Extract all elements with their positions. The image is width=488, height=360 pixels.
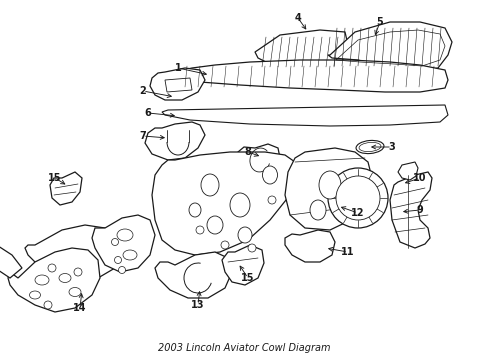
Text: 5: 5 xyxy=(376,17,383,27)
Text: 15: 15 xyxy=(241,273,254,283)
Circle shape xyxy=(196,226,203,234)
Text: 2: 2 xyxy=(140,86,146,96)
Ellipse shape xyxy=(201,174,219,196)
Polygon shape xyxy=(0,242,22,278)
Circle shape xyxy=(48,264,56,272)
Text: 13: 13 xyxy=(191,300,204,310)
Text: 2003 Lincoln Aviator Cowl Diagram: 2003 Lincoln Aviator Cowl Diagram xyxy=(158,343,329,353)
Text: 4: 4 xyxy=(294,13,301,23)
Circle shape xyxy=(114,256,121,264)
Polygon shape xyxy=(172,60,447,92)
Polygon shape xyxy=(150,68,204,100)
Polygon shape xyxy=(152,152,297,255)
Polygon shape xyxy=(145,122,204,160)
Polygon shape xyxy=(92,215,155,272)
Text: 9: 9 xyxy=(416,205,423,215)
Polygon shape xyxy=(238,144,280,175)
Text: 14: 14 xyxy=(73,303,86,313)
Ellipse shape xyxy=(29,291,41,299)
Circle shape xyxy=(74,268,82,276)
Circle shape xyxy=(247,244,256,252)
Polygon shape xyxy=(222,245,264,285)
Circle shape xyxy=(327,168,387,228)
Ellipse shape xyxy=(117,229,133,241)
Polygon shape xyxy=(285,148,371,230)
Circle shape xyxy=(267,196,275,204)
Ellipse shape xyxy=(355,140,383,154)
Text: 7: 7 xyxy=(140,131,146,141)
Ellipse shape xyxy=(229,193,249,217)
Ellipse shape xyxy=(123,250,137,260)
Ellipse shape xyxy=(59,274,71,283)
Text: 3: 3 xyxy=(388,142,395,152)
Polygon shape xyxy=(155,252,231,298)
Circle shape xyxy=(44,301,52,309)
Polygon shape xyxy=(389,172,431,248)
Polygon shape xyxy=(397,162,417,180)
Ellipse shape xyxy=(309,200,325,220)
Ellipse shape xyxy=(69,288,81,297)
Ellipse shape xyxy=(262,166,277,184)
Ellipse shape xyxy=(189,203,201,217)
Ellipse shape xyxy=(358,143,380,152)
Text: 10: 10 xyxy=(412,173,426,183)
Text: 15: 15 xyxy=(48,173,61,183)
Ellipse shape xyxy=(206,216,223,234)
Circle shape xyxy=(111,238,118,246)
Text: 6: 6 xyxy=(144,108,151,118)
Polygon shape xyxy=(25,225,120,282)
Polygon shape xyxy=(8,248,100,312)
Polygon shape xyxy=(285,230,334,262)
Text: 11: 11 xyxy=(341,247,354,257)
Polygon shape xyxy=(162,105,447,126)
Circle shape xyxy=(335,176,379,220)
Circle shape xyxy=(118,266,125,274)
Text: 1: 1 xyxy=(174,63,181,73)
Ellipse shape xyxy=(318,171,340,199)
Ellipse shape xyxy=(238,227,251,243)
Polygon shape xyxy=(50,172,82,205)
Polygon shape xyxy=(327,22,451,72)
Ellipse shape xyxy=(35,275,49,285)
Text: 12: 12 xyxy=(350,208,364,218)
Text: 8: 8 xyxy=(244,147,251,157)
Polygon shape xyxy=(164,78,192,92)
Circle shape xyxy=(221,241,228,249)
Polygon shape xyxy=(254,30,347,72)
